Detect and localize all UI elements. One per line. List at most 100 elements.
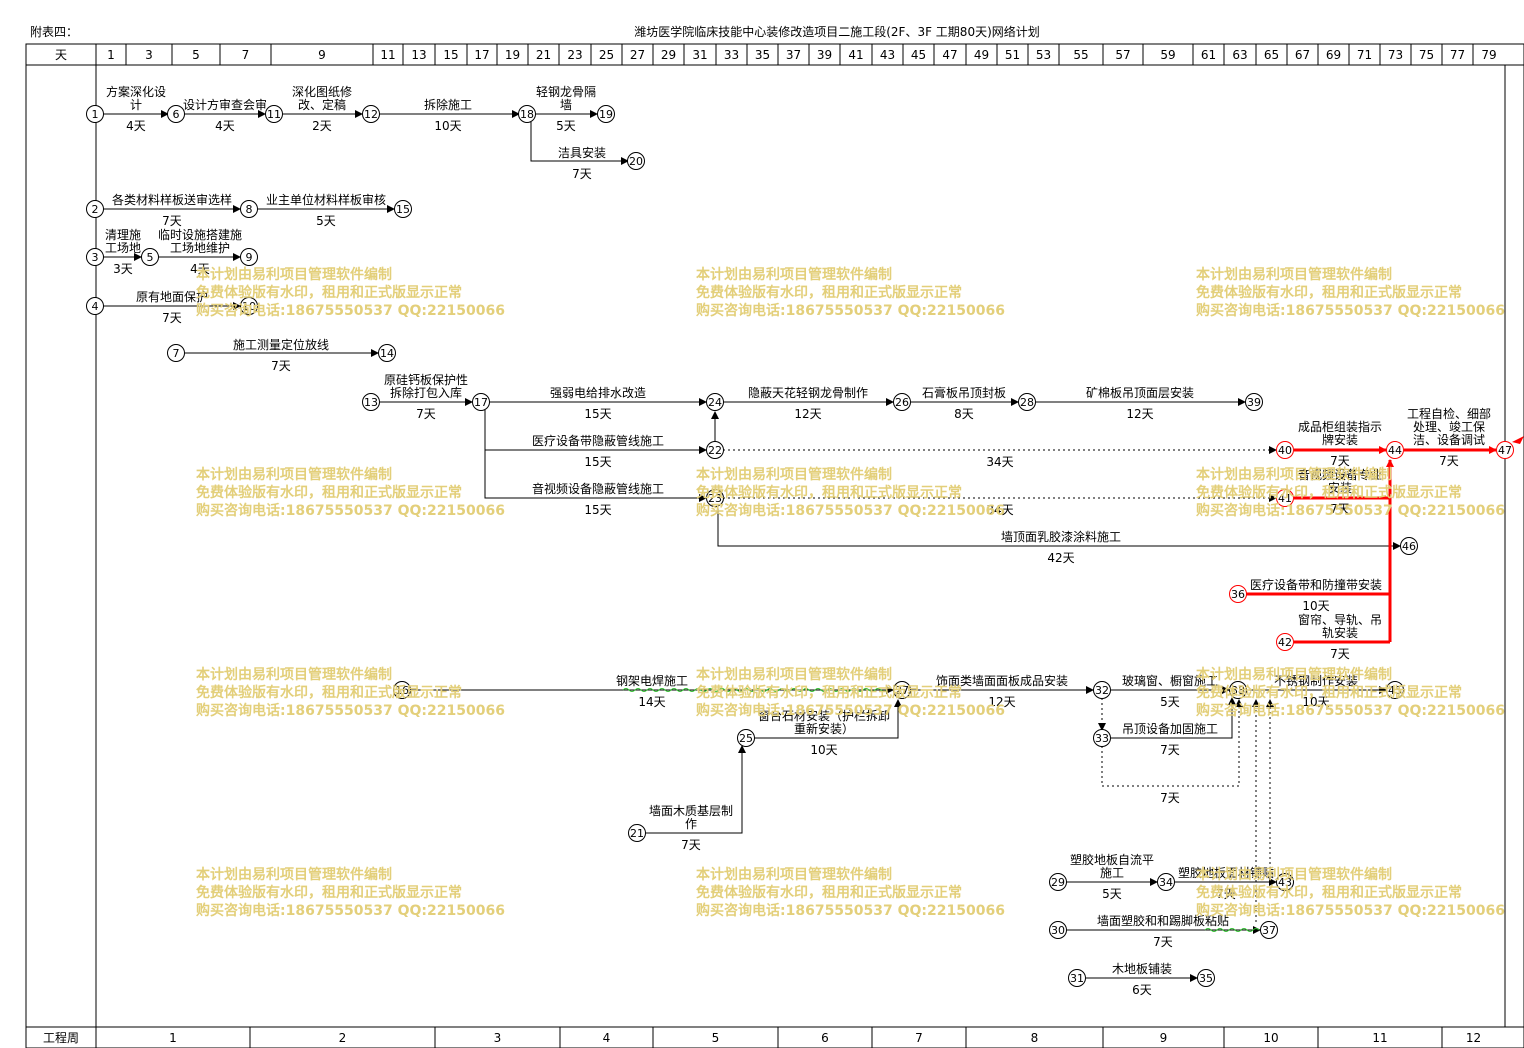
- node-35: [1197, 969, 1215, 987]
- activity-duration: 7天: [1330, 502, 1350, 516]
- activity-name: 洁、设备调试: [1413, 432, 1485, 447]
- activity-name: 拆除施工: [424, 97, 472, 112]
- arrow-25-27: [754, 699, 902, 739]
- node-28: [1018, 393, 1036, 411]
- day-tick-label: 19: [505, 48, 520, 62]
- week-column-lines: [249, 1027, 1443, 1048]
- node-label: 46: [1402, 540, 1416, 553]
- node-label: 9: [246, 251, 253, 264]
- node-2: [86, 200, 104, 218]
- activity-duration: 7天: [1216, 887, 1236, 901]
- node-26: [893, 393, 911, 411]
- activity-name: 医疗设备带和防撞带安装: [1250, 577, 1382, 592]
- node-47: [1496, 441, 1514, 459]
- node-11: [265, 105, 283, 123]
- node-8: [240, 200, 258, 218]
- node-45: [1386, 681, 1404, 699]
- day-tick-label: 5: [192, 48, 200, 62]
- day-tick-label: 47: [942, 48, 957, 62]
- activity-name: 深化图纸修: [292, 84, 352, 99]
- activity-name: 医疗设备带隐蔽管线施工: [532, 433, 664, 448]
- node-label: 1: [92, 108, 99, 121]
- node-label: 43: [1278, 876, 1292, 889]
- activity-name: 重新安装）: [794, 721, 854, 736]
- node-label: 28: [1020, 396, 1034, 409]
- node-13: [362, 393, 380, 411]
- week-tick-label: 9: [1160, 1031, 1168, 1045]
- node-label: 18: [520, 108, 534, 121]
- node-33: [1093, 729, 1111, 747]
- day-tick-label: 35: [755, 48, 770, 62]
- activity-duration: 7天: [572, 167, 592, 181]
- activity-duration: 7天: [1330, 647, 1350, 661]
- week-tick-label: 12: [1466, 1031, 1481, 1045]
- activity-duration: 5天: [556, 119, 576, 133]
- day-tick-label: 57: [1115, 48, 1130, 62]
- node-label: 10: [242, 300, 256, 313]
- day-tick-label: 79: [1481, 48, 1496, 62]
- activity-duration: 7天: [1160, 791, 1180, 805]
- day-tick-label: 33: [724, 48, 739, 62]
- node-label: 37: [1262, 924, 1276, 937]
- activity-duration: 5天: [316, 214, 336, 228]
- node-10: [240, 297, 258, 315]
- activity-duration: 7天: [416, 407, 436, 421]
- day-tick-label: 69: [1326, 48, 1341, 62]
- day-tick-label: 29: [661, 48, 676, 62]
- node-24: [706, 393, 724, 411]
- day-tick-label: 67: [1295, 48, 1310, 62]
- activity-name: 临时设施搭建施: [158, 228, 242, 242]
- activity-name: 施工: [1100, 866, 1124, 880]
- activity-name: 矿棉板吊顶面层安装: [1086, 385, 1194, 400]
- node-1: [86, 105, 104, 123]
- day-tick-label: 3: [145, 48, 153, 62]
- day-tick-label: 73: [1388, 48, 1403, 62]
- week-tick-label: 6: [821, 1031, 829, 1045]
- day-tick-label: 43: [880, 48, 895, 62]
- node-27: [893, 681, 911, 699]
- week-tick-label: 8: [1031, 1031, 1039, 1045]
- activity-duration: 15天: [584, 407, 611, 421]
- activity-duration: 4天: [215, 119, 235, 133]
- node-36: [1229, 585, 1247, 603]
- day-tick-label: 37: [786, 48, 801, 62]
- day-tick-label: 17: [474, 48, 489, 62]
- node-22: [706, 441, 724, 459]
- activity-name: 轨安装: [1322, 625, 1358, 640]
- activity-name: 石膏板吊顶封板: [922, 385, 1006, 400]
- day-tick-label: 45: [911, 48, 926, 62]
- node-3: [86, 248, 104, 266]
- node-46: [1400, 537, 1418, 555]
- week-tick-label: 10: [1263, 1031, 1278, 1045]
- day-tick-label: 63: [1232, 48, 1247, 62]
- node-label: 33: [1095, 732, 1109, 745]
- activity-arrows: [103, 110, 1401, 982]
- activity-duration: 4天: [190, 262, 210, 276]
- node-9: [240, 248, 258, 266]
- activity-name: 成品柜组装指示: [1298, 419, 1382, 434]
- node-23: [706, 489, 724, 507]
- activity-name: 处理、竣工保: [1413, 419, 1485, 434]
- activity-duration: 7天: [162, 311, 182, 325]
- activity-name: 隐蔽天花轻钢龙骨制作: [748, 385, 868, 400]
- day-tick-label: 31: [692, 48, 707, 62]
- node-15: [394, 200, 412, 218]
- activity-duration: 10天: [1302, 599, 1329, 613]
- node-37: [1260, 921, 1278, 939]
- day-tick-label: 15: [443, 48, 458, 62]
- day-tick-label: 21: [536, 48, 551, 62]
- node-label: 6: [173, 108, 180, 121]
- activity-name: 轻钢龙骨隔: [536, 85, 596, 99]
- node-label: 21: [630, 827, 644, 840]
- node-label: 7: [173, 347, 180, 360]
- activity-duration: 12天: [988, 695, 1015, 709]
- node-label: 2: [92, 203, 99, 216]
- day-tick-label: 11: [380, 48, 395, 62]
- node-label: 16: [395, 684, 409, 697]
- activity-name: 方案深化设: [106, 84, 166, 99]
- day-tick-label: 77: [1450, 48, 1465, 62]
- node-label: 31: [1070, 972, 1084, 985]
- node-label: 12: [364, 108, 378, 121]
